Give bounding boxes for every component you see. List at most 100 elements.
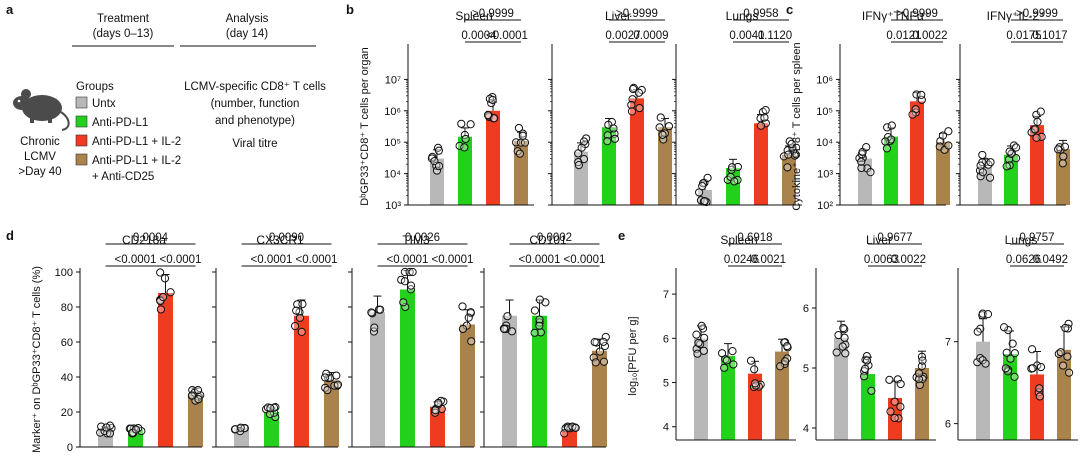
data-point-b-2-untx-8 bbox=[698, 181, 707, 191]
pvalue-label-d-3-2: 0.0002 bbox=[537, 232, 572, 244]
data-point-e-2-pd-0 bbox=[1008, 339, 1017, 348]
data-point-b-2-cd25-2 bbox=[779, 152, 789, 161]
data-point-e-2-pd-7 bbox=[999, 323, 1009, 332]
data-point-e-2-pd-8 bbox=[1006, 354, 1015, 363]
data-point-c-1-cd25-4 bbox=[1054, 145, 1063, 154]
bar-e-2-pd bbox=[1003, 353, 1017, 440]
data-point-e-0-il2-6 bbox=[751, 379, 760, 388]
bar-d-2-il2 bbox=[430, 406, 445, 447]
y-tick-label-d-0-5: 100 bbox=[55, 267, 73, 279]
panel-label-d: d bbox=[6, 228, 14, 243]
treatment-header-2: (days 0–13) bbox=[93, 28, 154, 40]
legend-label-pdl1: Anti-PD-L1 bbox=[92, 117, 148, 129]
data-point-e-0-pd-5 bbox=[728, 347, 737, 356]
data-point-e-2-pd-2 bbox=[1002, 348, 1011, 357]
ylabel-e: log₁₀[PFU per g] bbox=[627, 316, 639, 395]
pvalue-label-b-0-0: 0.0004 bbox=[461, 30, 497, 42]
pvalue-label-e-2-1: 0.0492 bbox=[1033, 254, 1068, 266]
data-point-e-1-untx-7 bbox=[840, 333, 849, 342]
bar-c-0-il2 bbox=[910, 101, 924, 205]
data-point-e-0-pd-0 bbox=[720, 363, 729, 372]
data-point-e-1-cd25-7 bbox=[914, 375, 924, 384]
data-point-b-0-cd25-0 bbox=[518, 129, 527, 138]
data-point-d-0-untx-5 bbox=[105, 429, 115, 438]
data-point-b-0-il2-8 bbox=[490, 114, 499, 123]
data-point-b-1-cd25-2 bbox=[655, 123, 664, 132]
data-point-e-2-pd-3 bbox=[1010, 372, 1019, 381]
data-point-b-2-il2-3 bbox=[761, 105, 770, 115]
bar-b-2-il2 bbox=[754, 123, 768, 205]
data-point-e-2-cd25-6 bbox=[1059, 361, 1068, 370]
y-tick-label-d-0-4: 80 bbox=[61, 302, 73, 314]
bar-d-2-pd bbox=[400, 289, 415, 447]
data-point-e-1-untx-6 bbox=[841, 349, 850, 358]
panel-label-e: e bbox=[618, 228, 625, 243]
pvalue-label-b-1-2: >0.9999 bbox=[616, 8, 658, 20]
data-point-b-1-il2-4 bbox=[634, 88, 644, 97]
data-point-d-1-il2-4 bbox=[295, 313, 305, 322]
data-point-d-3-cd25-6 bbox=[599, 357, 609, 366]
pvalue-label-d-0-0: <0.0001 bbox=[115, 254, 157, 266]
bar-d-3-untx bbox=[502, 315, 517, 447]
data-point-e-0-il2-5 bbox=[746, 356, 756, 365]
panel-label-b: b bbox=[346, 2, 354, 17]
ylabel-c: Cytokine⁺ CD8⁺ T cells per spleen bbox=[791, 42, 803, 210]
pvalue-label-d-0-1: <0.0001 bbox=[160, 254, 202, 266]
data-point-b-2-il2-5 bbox=[760, 113, 769, 122]
bar-c-1-pd bbox=[1004, 154, 1018, 205]
data-point-d-0-cd25-7 bbox=[193, 385, 203, 395]
data-point-c-1-il2-4 bbox=[1031, 125, 1040, 134]
data-point-d-3-untx-3 bbox=[503, 312, 512, 321]
data-point-e-2-untx-6 bbox=[983, 310, 993, 319]
data-point-c-0-cd25-5 bbox=[944, 141, 953, 150]
data-point-d-2-untx-4 bbox=[367, 308, 376, 317]
data-point-c-0-pd-6 bbox=[881, 137, 890, 146]
data-point-c-1-il2-6 bbox=[1033, 117, 1042, 126]
pvalue-label-c-1-2: >0.9999 bbox=[1016, 8, 1058, 20]
pvalue-label-d-3-0: <0.0001 bbox=[519, 254, 561, 266]
data-point-d-1-cd25-7 bbox=[321, 373, 330, 382]
data-point-d-0-il2-0 bbox=[156, 268, 165, 277]
data-point-d-3-pd-4 bbox=[530, 306, 540, 315]
data-point-d-1-cd25-8 bbox=[323, 386, 332, 395]
bar-d-3-pd bbox=[532, 315, 547, 447]
legend-swatch-pdl1 bbox=[75, 115, 88, 128]
data-point-e-1-pd-3 bbox=[867, 386, 876, 395]
data-point-e-1-pd-4 bbox=[862, 352, 871, 361]
pvalue-label-e-2-0: 0.0626 bbox=[1006, 254, 1041, 266]
data-point-c-1-pd-7 bbox=[1011, 154, 1021, 163]
y-tick-label-d-0-3: 60 bbox=[61, 337, 73, 349]
data-point-d-2-untx-5 bbox=[376, 305, 385, 314]
bar-d-3-il2 bbox=[562, 429, 577, 447]
data-point-b-0-untx-5 bbox=[434, 146, 443, 155]
data-point-d-1-il2-1 bbox=[298, 299, 307, 309]
bar-d-2-untx bbox=[370, 312, 385, 447]
pvalue-label-d-1-0: <0.0001 bbox=[251, 254, 293, 266]
pvalue-label-d-2-1: <0.0001 bbox=[432, 254, 474, 266]
data-point-c-1-pd-8 bbox=[1011, 143, 1021, 152]
data-point-d-0-cd25-8 bbox=[194, 395, 203, 404]
data-point-e-0-cd25-7 bbox=[776, 362, 785, 371]
bar-e-0-cd25 bbox=[775, 351, 789, 440]
data-point-d-3-cd25-5 bbox=[590, 337, 599, 347]
data-point-b-2-untx-4 bbox=[695, 188, 704, 197]
data-point-d-3-cd25-4 bbox=[591, 358, 600, 367]
data-point-b-0-il2-5 bbox=[483, 110, 493, 120]
data-point-b-1-pd-5 bbox=[610, 134, 619, 143]
data-point-d-0-cd25-6 bbox=[187, 391, 197, 400]
data-point-d-0-pd-9 bbox=[131, 425, 141, 434]
data-point-d-3-cd25-1 bbox=[589, 353, 598, 362]
analysis-header-2: (day 14) bbox=[226, 28, 268, 40]
data-point-c-1-untx-1 bbox=[976, 172, 985, 181]
bar-b-0-pd bbox=[458, 136, 472, 205]
data-point-b-0-cd25-7 bbox=[520, 138, 530, 147]
data-point-b-0-cd25-6 bbox=[516, 138, 526, 147]
data-point-d-2-pd-1 bbox=[405, 267, 414, 277]
data-point-c-0-pd-0 bbox=[883, 123, 892, 132]
data-point-c-0-pd-2 bbox=[887, 121, 896, 130]
bar-d-1-cd25 bbox=[324, 380, 339, 447]
pvalue-label-d-1-1: <0.0001 bbox=[296, 254, 338, 266]
data-point-e-2-il2-2 bbox=[1027, 345, 1037, 354]
pvalue-label-e-0-1: 0.0021 bbox=[751, 254, 786, 266]
pvalue-label-d-3-1: <0.0001 bbox=[564, 254, 606, 266]
